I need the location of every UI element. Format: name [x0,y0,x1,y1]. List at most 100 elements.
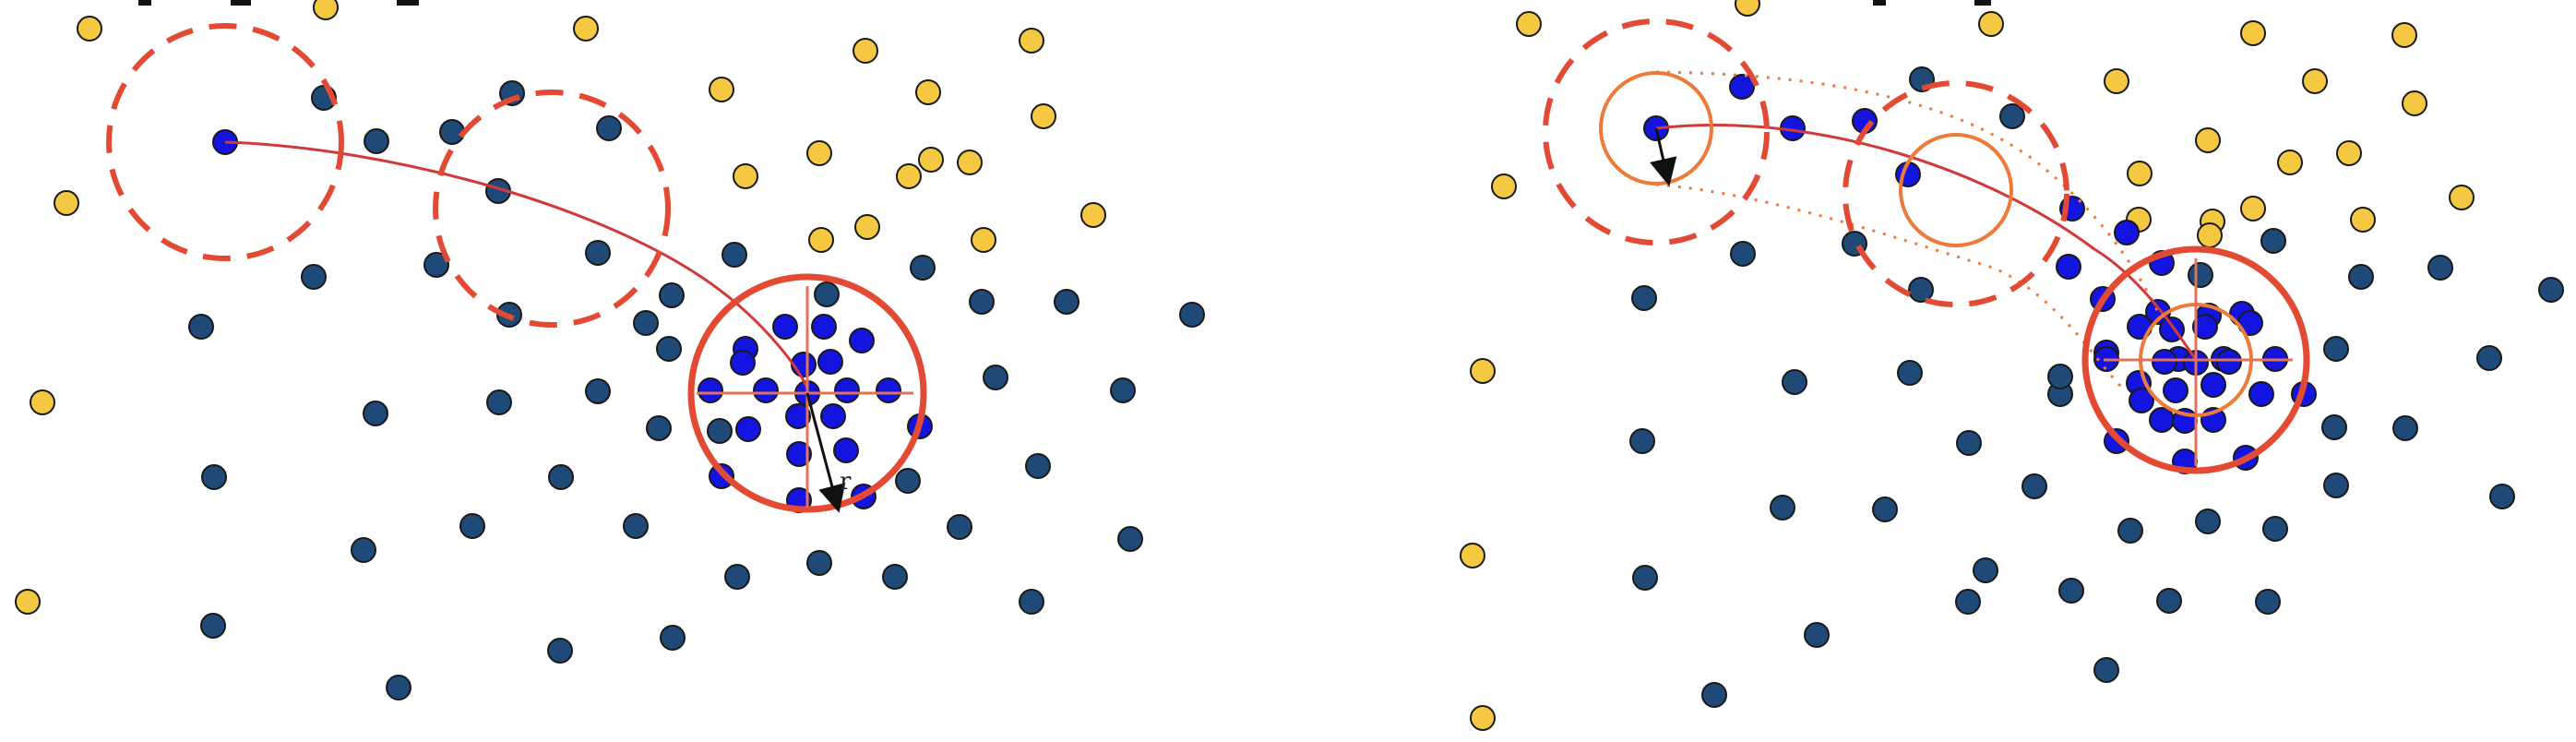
navy-point [2195,509,2221,534]
navy-point [1629,428,1655,454]
navy-point [2260,228,2286,254]
yellow-point [1491,174,1517,199]
blue-point [876,377,901,403]
navy-point [633,310,659,336]
yellow-point [2350,207,2376,233]
inner-radius-arrow [1650,127,1677,186]
navy-point [585,240,611,266]
yellow-point [2104,68,2129,94]
yellow-point [918,147,944,173]
yellow-point [1516,11,1542,37]
navy-point [2348,264,2374,290]
right-trajectory [1655,123,2198,361]
navy-point [2117,518,2143,544]
navy-point [1770,495,1795,521]
navy-point [2047,364,2073,389]
navy-point [724,564,750,590]
blue-point [2152,349,2177,375]
blue-point [730,350,756,376]
yellow-point [1978,11,2004,37]
navy-point [947,514,972,540]
navy-point [910,255,936,281]
navy-point [659,282,685,308]
blue-point [2056,254,2081,280]
navy-point [2489,484,2515,509]
navy-point [2262,516,2288,542]
navy-point [806,550,832,576]
yellow-point [2277,150,2303,175]
navy-point [1632,565,1658,591]
navy-point [200,613,226,639]
radius-arrow [805,392,846,513]
blue-point [772,314,798,340]
blue-point [2163,377,2188,403]
yellow-point [1080,202,1106,228]
navy-point [548,464,574,490]
navy-point [707,418,733,444]
navy-point [1956,430,1982,456]
yellow-point [2302,68,2328,94]
blue-point [849,328,875,353]
navy-point [882,564,908,590]
yellow-point [54,190,79,216]
navy-point [660,625,686,651]
navy-point [1804,622,1830,648]
navy-point [1897,360,1923,386]
blue-point [735,416,761,442]
yellow-point [957,150,983,175]
yellow-point [2336,140,2362,166]
blue-point [833,437,859,463]
yellow-point [808,227,834,253]
radius-label: r [840,468,852,496]
blue-point [2192,314,2218,340]
left-window-start [106,23,344,261]
blue-point [791,352,817,377]
navy-point [969,289,995,315]
blue-point [2114,220,2140,245]
blue-point [2248,381,2274,407]
navy-point [188,314,214,340]
navy-point [1872,497,1898,522]
navy-point [1117,526,1143,552]
navy-point [596,115,622,141]
cropped-heading-fragments [138,0,1991,6]
blue-point [811,314,837,340]
blue-point [817,349,843,375]
navy-point [1782,369,1807,395]
navy-point [1955,589,1981,615]
yellow-point [573,16,599,42]
yellow-point [896,163,922,189]
navy-point [486,389,512,415]
navy-point [2538,277,2564,303]
navy-point [2021,473,2047,499]
navy-point [1631,285,1657,311]
navy-point [2427,255,2453,281]
navy-point [2476,345,2502,371]
navy-point [364,128,389,154]
navy-point [386,675,411,700]
navy-point [423,252,449,278]
yellow-point [1460,543,1485,568]
blue-point [2149,407,2175,433]
yellow-point [915,79,941,105]
blue-point [1729,74,1755,100]
navy-point [1054,289,1079,315]
yellow-point [2127,161,2153,186]
left-trajectory [224,140,809,389]
yellow-point [1031,103,1056,129]
navy-point [1908,277,1934,303]
navy-point [2188,262,2213,288]
navy-point [814,281,840,307]
yellow-point [2240,196,2266,221]
navy-point [1019,589,1044,615]
yellow-point [854,214,880,240]
left-points [15,0,1205,700]
navy-point [2321,414,2347,440]
navy-point [2323,473,2349,498]
yellow-point [1470,705,1496,731]
navy-point [2323,336,2349,362]
yellow-point [853,38,878,64]
right-window-final [2081,245,2310,474]
navy-point [2392,415,2418,441]
